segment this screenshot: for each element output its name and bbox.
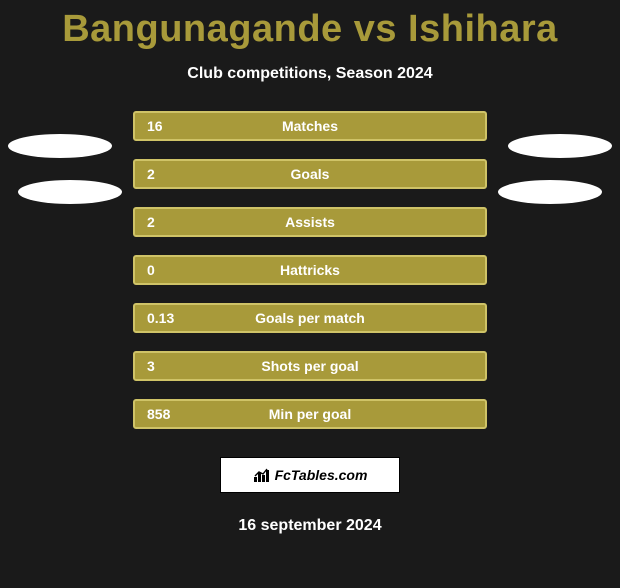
- stats-container: 16 Matches 2 Goals 2 Assists 0 Hattricks…: [0, 111, 620, 429]
- stat-row-assists: 2 Assists: [133, 207, 487, 237]
- stat-row-goals: 2 Goals: [133, 159, 487, 189]
- stat-value: 16: [147, 118, 163, 134]
- stat-label: Min per goal: [135, 406, 485, 422]
- stat-label: Hattricks: [135, 262, 485, 278]
- stat-value: 2: [147, 214, 155, 230]
- stat-value: 2: [147, 166, 155, 182]
- stat-value: 3: [147, 358, 155, 374]
- stat-label: Goals: [135, 166, 485, 182]
- stat-label: Matches: [135, 118, 485, 134]
- brand-box: FcTables.com: [220, 457, 400, 493]
- page-subtitle: Club competitions, Season 2024: [0, 65, 620, 83]
- stat-row-matches: 16 Matches: [133, 111, 487, 141]
- brand-text: FcTables.com: [275, 467, 368, 483]
- date-text: 16 september 2024: [0, 517, 620, 535]
- stat-label: Goals per match: [135, 310, 485, 326]
- page-title: Bangunagande vs Ishihara: [0, 8, 620, 51]
- stat-label: Assists: [135, 214, 485, 230]
- stat-value: 0.13: [147, 310, 174, 326]
- stat-row-min-per-goal: 858 Min per goal: [133, 399, 487, 429]
- stat-row-hattricks: 0 Hattricks: [133, 255, 487, 285]
- stat-row-shots-per-goal: 3 Shots per goal: [133, 351, 487, 381]
- chart-icon: [253, 467, 271, 483]
- stat-value: 858: [147, 406, 170, 422]
- stat-label: Shots per goal: [135, 358, 485, 374]
- stat-value: 0: [147, 262, 155, 278]
- stat-row-goals-per-match: 0.13 Goals per match: [133, 303, 487, 333]
